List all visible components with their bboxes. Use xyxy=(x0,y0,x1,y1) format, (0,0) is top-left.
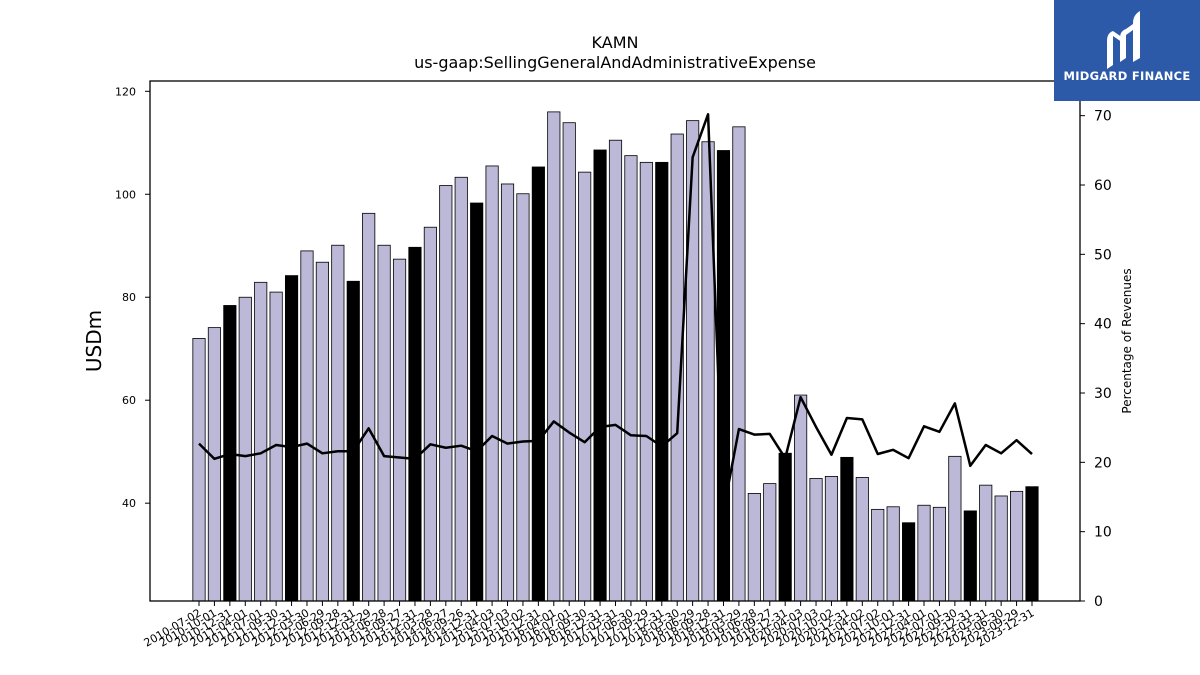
bar xyxy=(578,171,592,602)
y-tick-label: 100 xyxy=(115,188,136,201)
bar xyxy=(500,183,515,602)
bar xyxy=(331,244,345,602)
y-tick-label: 60 xyxy=(122,394,136,407)
y-axis-label: USDm xyxy=(82,310,106,372)
bar xyxy=(840,456,854,602)
bar xyxy=(454,176,468,602)
bar-series xyxy=(192,111,1039,602)
y-axis-right: 0 10 20 30 40 50 60 70 xyxy=(1080,109,1112,610)
bar xyxy=(824,476,839,602)
bar xyxy=(917,504,931,602)
y2-axis-label: Percentage of Revenues xyxy=(1120,268,1134,413)
bar xyxy=(855,477,869,602)
y-tick-label: 80 xyxy=(122,291,136,304)
bar xyxy=(284,275,299,602)
bar xyxy=(562,122,576,602)
midgard-logo-icon xyxy=(1107,11,1140,69)
y-tick-label: 40 xyxy=(122,497,136,510)
bar xyxy=(300,250,314,602)
bar xyxy=(778,452,792,602)
bar xyxy=(377,244,391,602)
bar xyxy=(408,246,422,602)
bar xyxy=(516,193,530,602)
bar xyxy=(794,394,808,602)
bar xyxy=(932,506,947,602)
logo: MIDGARD FINANCE xyxy=(1054,0,1200,101)
y-axis-left: 40 60 80 100 120 xyxy=(115,85,150,510)
line-series xyxy=(198,113,1033,513)
bar xyxy=(686,120,700,602)
bar xyxy=(639,161,653,602)
bar xyxy=(362,212,376,602)
bar xyxy=(809,478,823,602)
y2-tick-label: 50 xyxy=(1094,247,1112,263)
logo-text: MIDGARD FINANCE xyxy=(1063,69,1191,83)
y2-tick-label: 60 xyxy=(1094,178,1112,194)
bar xyxy=(608,139,623,602)
bar xyxy=(1010,490,1024,602)
y2-tick-label: 40 xyxy=(1094,317,1112,333)
bar xyxy=(963,510,977,602)
bar xyxy=(1025,486,1039,602)
bar xyxy=(192,338,206,602)
bar xyxy=(902,522,916,602)
bar xyxy=(886,506,900,602)
bar xyxy=(439,185,453,602)
bar xyxy=(392,258,407,602)
chart-subtitle: us-gaap:SellingGeneralAndAdministrativeE… xyxy=(414,53,816,72)
bar xyxy=(485,165,499,602)
y2-tick-label: 20 xyxy=(1094,455,1112,471)
y-tick-label: 120 xyxy=(115,85,136,98)
bar xyxy=(948,455,962,602)
bar xyxy=(979,484,993,602)
bar xyxy=(254,281,268,602)
bar xyxy=(732,126,746,602)
y2-tick-label: 0 xyxy=(1094,594,1103,610)
bar xyxy=(423,226,437,602)
percentage-line xyxy=(198,113,1033,513)
bar xyxy=(655,161,669,602)
bar xyxy=(593,149,607,602)
bar xyxy=(315,261,329,602)
bar xyxy=(346,280,360,602)
bar xyxy=(547,111,561,602)
bar xyxy=(531,166,545,602)
bar xyxy=(207,327,221,602)
bar xyxy=(238,296,252,602)
bar xyxy=(470,202,484,602)
bar xyxy=(994,495,1008,602)
y2-tick-label: 70 xyxy=(1094,109,1112,125)
x-axis: 2010-07-022010-10-012010-12-312011-04-01… xyxy=(142,601,1037,650)
y2-tick-label: 30 xyxy=(1094,386,1112,402)
chart-title: KAMN xyxy=(592,33,639,52)
bar xyxy=(747,492,761,602)
bar xyxy=(871,508,885,602)
y2-tick-label: 10 xyxy=(1094,525,1112,541)
bar xyxy=(624,155,638,602)
bar xyxy=(763,483,777,602)
